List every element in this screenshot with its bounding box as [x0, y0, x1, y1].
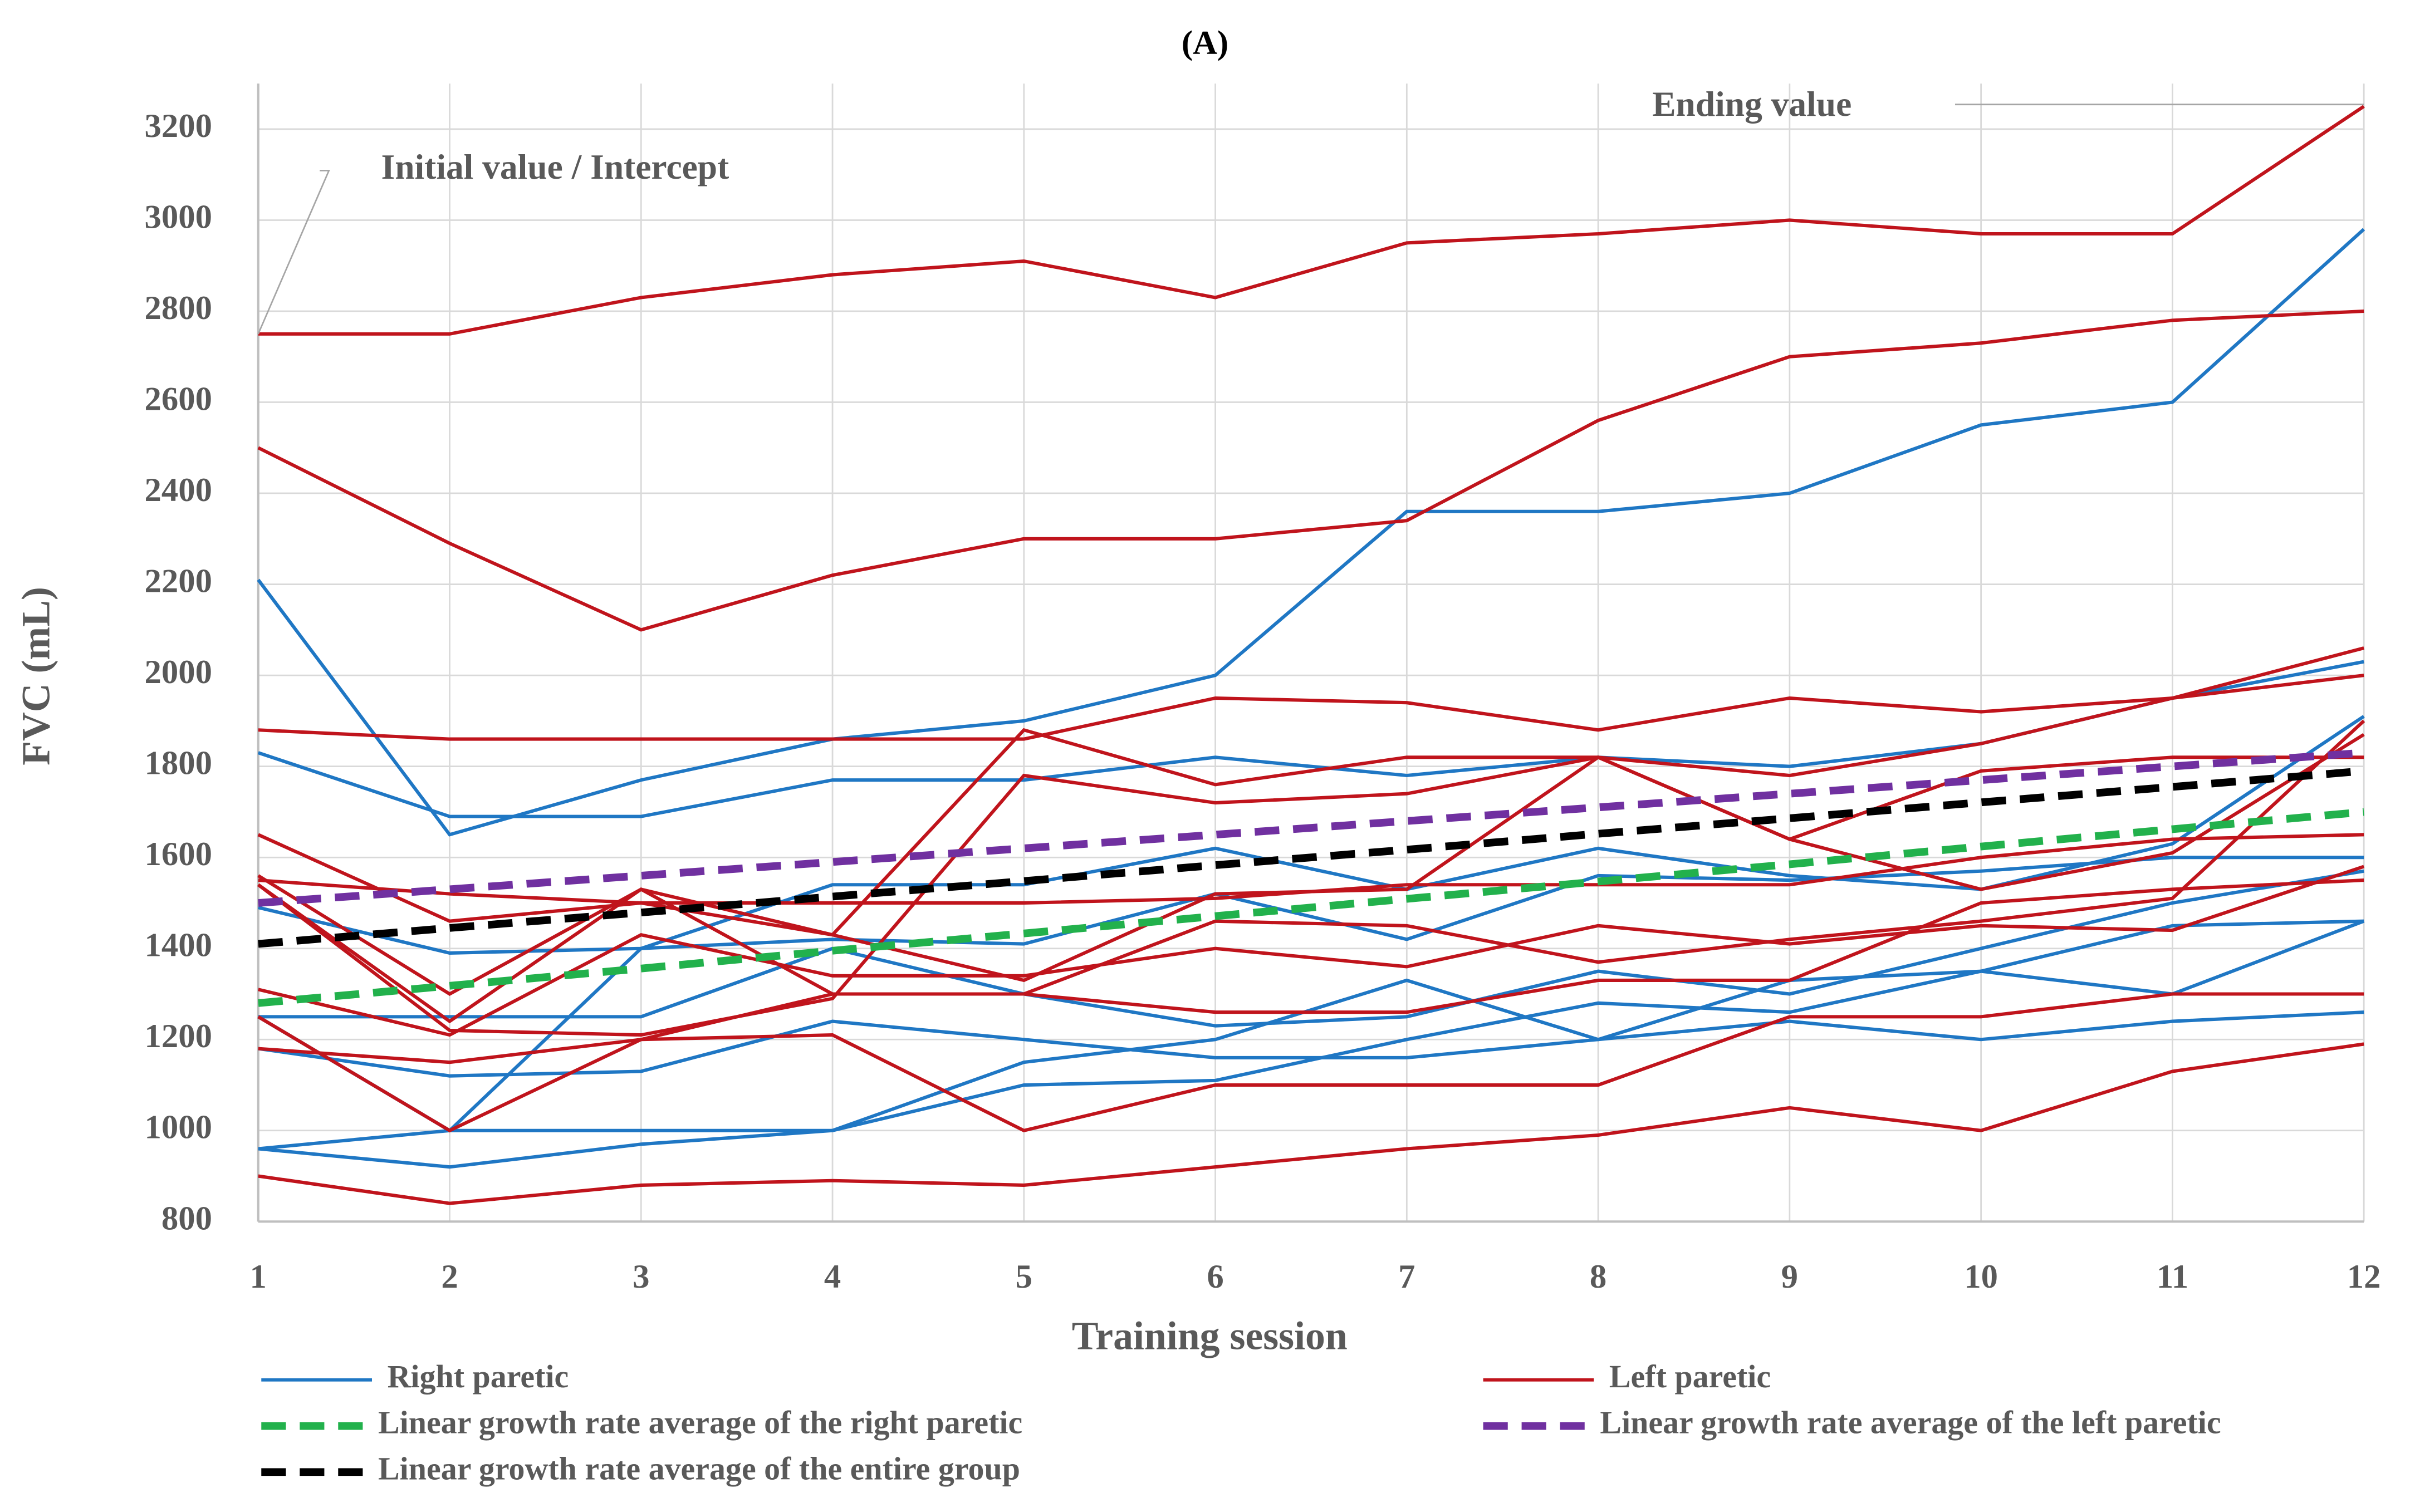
- y-tick-label: 2400: [144, 472, 212, 509]
- subject-line: [258, 992, 2364, 1133]
- x-tick-label: 4: [824, 1258, 841, 1295]
- legend-label: Linear growth rate average of the entire…: [378, 1451, 1020, 1487]
- legend-label: Left paretic: [1609, 1358, 1771, 1395]
- legend-label: Linear growth rate average of the left p…: [1600, 1405, 2221, 1441]
- subject-line: [258, 1010, 2364, 1078]
- subject-line: [258, 646, 2364, 741]
- y-tick-label: 3000: [144, 198, 212, 235]
- y-axis-title: FVC (mL): [13, 587, 58, 765]
- average-line: [258, 767, 2364, 948]
- y-tick-label: 2000: [144, 654, 212, 691]
- x-tick-label: 3: [633, 1258, 649, 1295]
- x-tick-label: 10: [1964, 1258, 1998, 1295]
- x-tick-label: 2: [441, 1258, 458, 1295]
- subject-line: [257, 728, 2364, 996]
- y-tick-label: 2800: [144, 289, 212, 327]
- subject-line: [257, 228, 2365, 837]
- subject-line: [257, 309, 2364, 632]
- x-tick-label: 6: [1207, 1258, 1223, 1295]
- x-tick-label: 11: [2157, 1258, 2188, 1295]
- subject-line: [258, 919, 2365, 1169]
- x-tick-label: 5: [1016, 1258, 1032, 1295]
- y-tick-label: 1200: [144, 1018, 212, 1055]
- annotation: Ending value: [1652, 84, 1851, 124]
- chart-title: (A): [1182, 24, 1228, 62]
- y-tick-label: 3200: [144, 107, 212, 145]
- x-tick-label: 12: [2347, 1258, 2381, 1295]
- subject-line: [258, 856, 2364, 1151]
- x-tick-label: 8: [1590, 1258, 1606, 1295]
- y-tick-label: 800: [161, 1200, 212, 1237]
- x-tick-label: 9: [1781, 1258, 1798, 1295]
- subject-line: [258, 869, 2364, 1028]
- y-tick-label: 1600: [144, 836, 212, 873]
- annotation-leader: [257, 169, 330, 335]
- x-tick-label: 1: [250, 1258, 267, 1295]
- average-line: [258, 749, 2364, 907]
- subject-line: [257, 919, 2364, 1132]
- subject-line: [257, 674, 2364, 1037]
- subject-line: [257, 878, 2364, 1133]
- annotation: Initial value / Intercept: [381, 147, 729, 186]
- subject-line: [258, 1042, 2364, 1205]
- y-tick-label: 1000: [144, 1109, 212, 1146]
- y-tick-label: 1400: [144, 927, 212, 964]
- legend-label: Linear growth rate average of the right …: [378, 1405, 1022, 1441]
- subject-line: [258, 833, 2364, 905]
- y-tick-label: 1800: [144, 745, 212, 782]
- subject-line: [258, 865, 2365, 1037]
- average-line: [258, 808, 2364, 1007]
- subject-line: [258, 105, 2365, 336]
- x-tick-label: 7: [1398, 1258, 1415, 1295]
- legend-label: Right paretic: [388, 1358, 569, 1395]
- x-axis-title: Training session: [1072, 1313, 1348, 1358]
- y-tick-label: 2200: [144, 563, 212, 600]
- y-tick-label: 2600: [144, 380, 212, 418]
